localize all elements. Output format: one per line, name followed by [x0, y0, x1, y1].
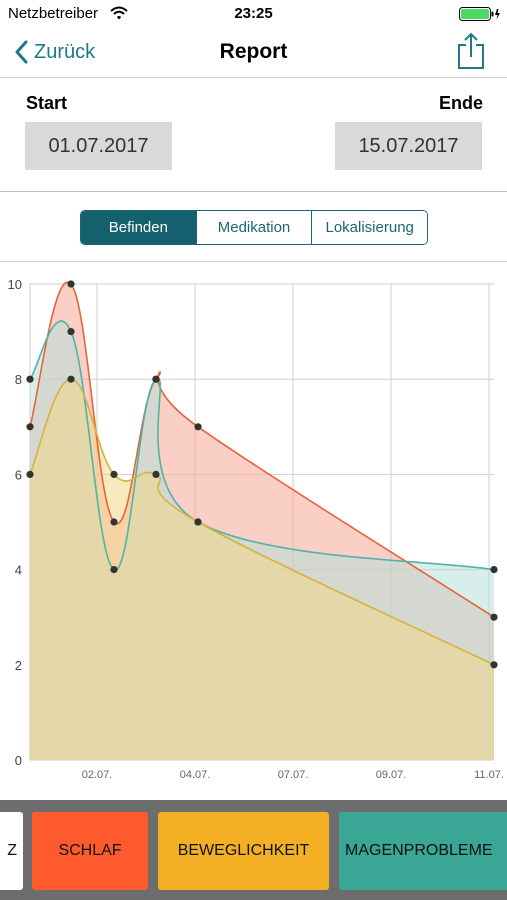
divider [0, 261, 507, 262]
data-point [67, 328, 75, 336]
status-bar: Netzbetreiber 23:25 [0, 0, 507, 28]
series-yellow-area [30, 379, 494, 760]
x-tick-label: 07.07. [278, 769, 309, 781]
back-label: Zurück [34, 40, 96, 63]
segment-lokalisierung[interactable]: Lokalisierung [311, 211, 427, 244]
category-bar: Z SCHLAF BEWEGLICHKEIT MAGENPROBLEME [0, 800, 507, 900]
back-button[interactable]: Zurück [14, 36, 95, 68]
category-chip-magenprobleme[interactable]: MAGENPROBLEME [339, 812, 507, 890]
x-tick-label: 04.07. [180, 769, 211, 781]
start-label: Start [26, 93, 68, 113]
x-axis-ticks: 02.07. 04.07. 07.07. 09.07. 11.07. [82, 769, 504, 781]
data-point [490, 566, 498, 574]
battery-icon [459, 7, 500, 21]
chevron-left-icon [15, 40, 28, 64]
data-point [67, 375, 75, 383]
y-tick-label: 4 [15, 563, 22, 578]
data-point [67, 280, 75, 288]
data-point [194, 518, 202, 526]
end-date-field[interactable]: 15.07.2017 [335, 122, 482, 170]
data-point [26, 470, 34, 478]
y-tick-label: 10 [8, 277, 22, 292]
data-point [152, 375, 160, 383]
data-point [110, 518, 118, 526]
y-tick-label: 0 [15, 753, 22, 768]
data-point [490, 661, 498, 669]
wifi-icon [110, 6, 128, 20]
navigation-bar: Zurück Report [0, 28, 507, 78]
x-tick-label: 11.07. [474, 769, 504, 781]
data-point [490, 613, 498, 621]
data-point [110, 566, 118, 574]
data-point [194, 423, 202, 431]
category-chip-partial[interactable]: Z [0, 812, 23, 890]
y-tick-label: 8 [15, 372, 22, 387]
y-tick-label: 2 [15, 658, 22, 673]
x-tick-label: 09.07. [376, 769, 407, 781]
chart-points [26, 280, 498, 669]
start-date-field[interactable]: 01.07.2017 [25, 122, 172, 170]
data-point [26, 375, 34, 383]
date-range-section: Start Ende 01.07.2017 15.07.2017 [0, 79, 507, 192]
data-point [110, 470, 118, 478]
segment-befinden[interactable]: Befinden [81, 211, 196, 244]
befinden-chart: 0 2 4 6 8 10 02.07. 04.07. 07.07. 09.07. 11.07. [8, 277, 504, 781]
end-label: Ende [438, 93, 483, 113]
data-point [26, 423, 34, 431]
share-icon[interactable] [456, 32, 486, 70]
category-chip-schlaf[interactable]: SCHLAF [32, 812, 148, 890]
chart-areas [30, 282, 494, 760]
data-point [152, 470, 160, 478]
status-time: 23:25 [234, 5, 273, 22]
y-tick-label: 6 [15, 467, 22, 482]
x-tick-label: 02.07. [82, 769, 113, 781]
segmented-control: Befinden Medikation Lokalisierung [80, 210, 428, 245]
segment-medikation[interactable]: Medikation [195, 211, 312, 244]
carrier-label: Netzbetreiber [8, 5, 99, 22]
category-chip-beweglichkeit[interactable]: BEWEGLICHKEIT [158, 812, 329, 890]
y-axis-ticks: 0 2 4 6 8 10 [8, 277, 22, 768]
